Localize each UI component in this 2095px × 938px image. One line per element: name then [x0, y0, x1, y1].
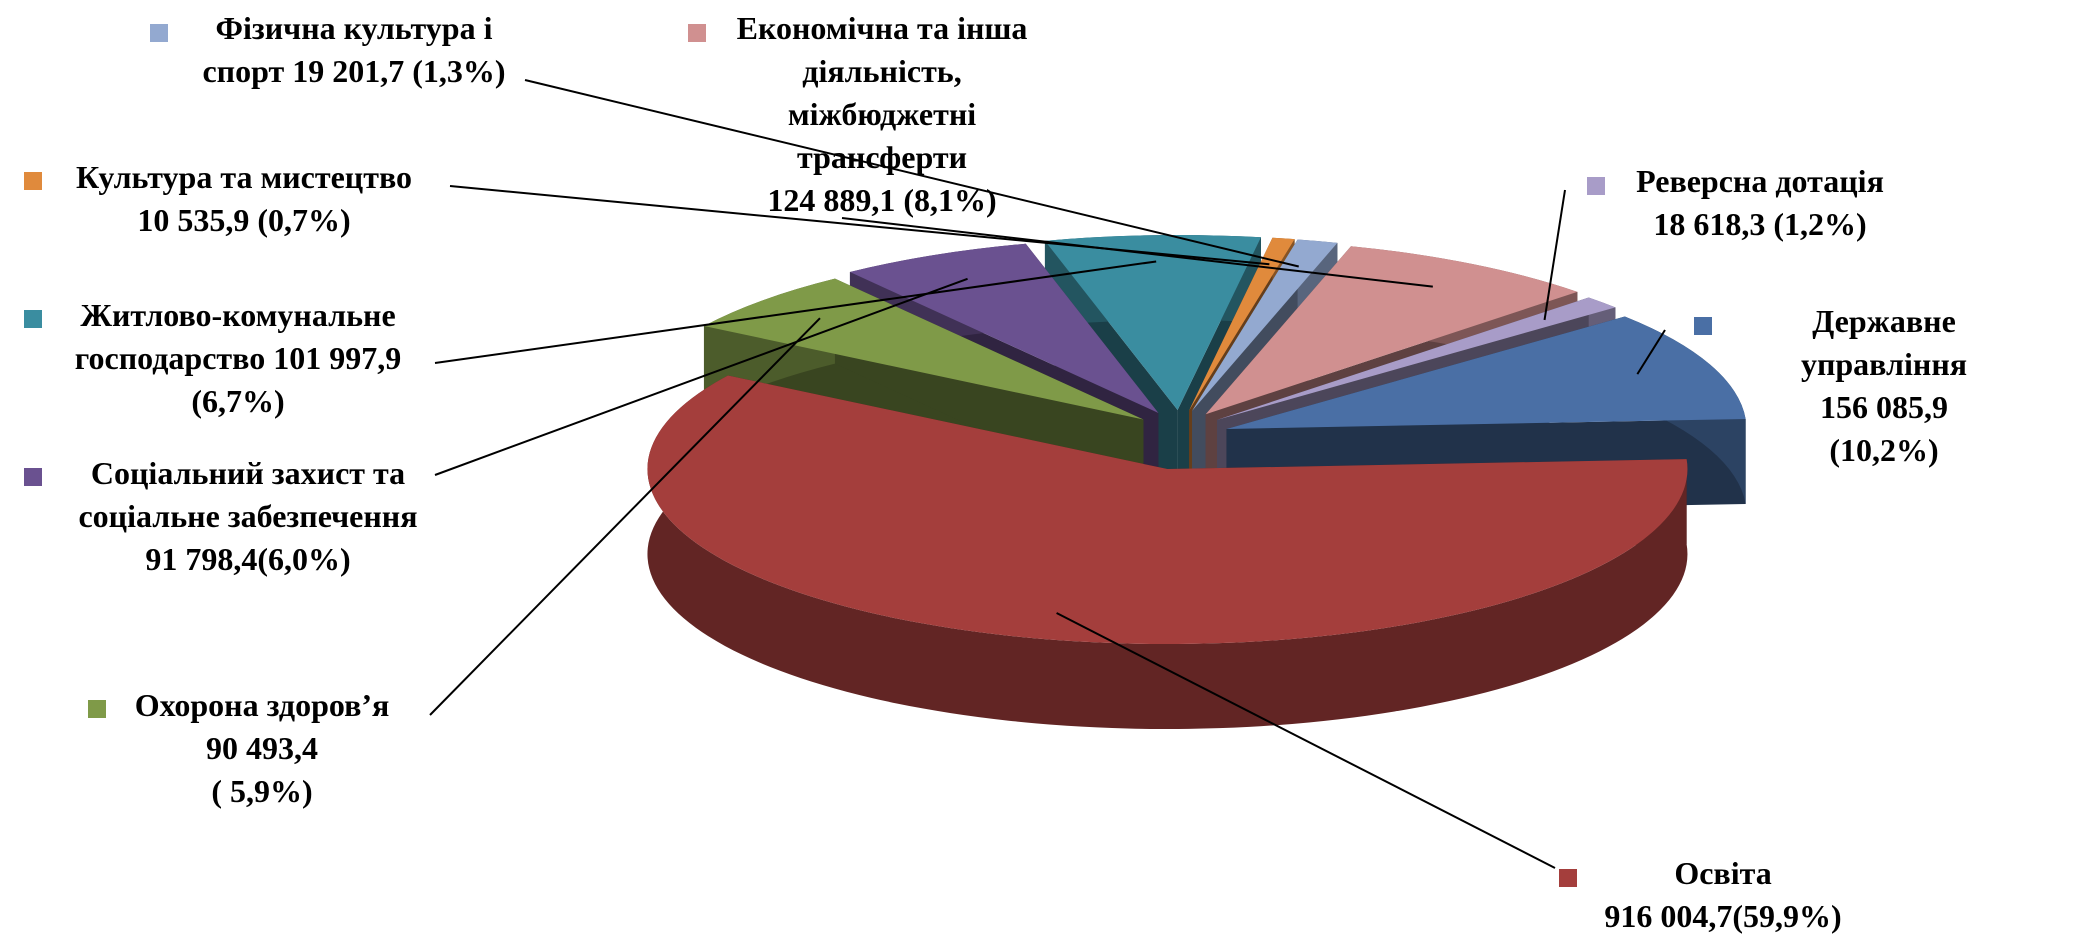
category-name: Житлово-комунальне господарство — [74, 297, 396, 376]
legend-marker — [88, 700, 106, 718]
leader-line — [841, 217, 1433, 288]
category-name: Економічна та інша діяльність, міжбюджет… — [736, 10, 1028, 175]
data-label: Економічна та інша діяльність, міжбюджет… — [737, 7, 1028, 222]
leader-line — [524, 79, 1299, 268]
leader-line — [1636, 329, 1666, 375]
slice — [1217, 297, 1616, 420]
leader-line — [434, 260, 1157, 364]
slice — [647, 375, 1688, 645]
leader-line — [1543, 189, 1566, 321]
data-label: Фізична культура і спорт 19 201,7 (1,3%) — [202, 7, 505, 93]
category-name: Охорона здоров’я — [134, 687, 390, 723]
value-label: 90 493,4 ( 5,9%) — [206, 730, 318, 809]
legend-marker — [688, 24, 706, 42]
data-label: Культура та мистецтво 10 535,9 (0,7%) — [76, 156, 412, 242]
category-name: Соціальний захист та соціальне забезпече… — [78, 455, 418, 534]
leader-line — [1056, 612, 1556, 869]
category-name: Фізична культура і спорт — [202, 10, 493, 89]
data-label: Освіта 916 004,7(59,9%) — [1604, 852, 1841, 938]
slice — [1205, 246, 1578, 415]
data-label: Житлово-комунальне господарство 101 997,… — [75, 294, 401, 423]
slice — [703, 278, 1144, 420]
slice — [1226, 316, 1746, 429]
category-name: Культура та мистецтво — [75, 159, 413, 195]
slice — [849, 243, 1159, 413]
legend-marker — [1587, 177, 1605, 195]
value-label: 124 889,1 (8,1%) — [767, 182, 997, 218]
data-label: Охорона здоров’я 90 493,4 ( 5,9%) — [135, 684, 390, 813]
data-label: Реверсна дотація 18 618,3 (1,2%) — [1636, 160, 1884, 246]
slice — [1192, 239, 1338, 411]
data-label: Державне управління 156 085,9 (10,2%) — [1779, 300, 1990, 472]
slice — [1044, 235, 1261, 411]
category-name: Державне управління — [1800, 303, 1968, 382]
data-label: Соціальний захист та соціальне забезпече… — [78, 452, 417, 581]
leader-line — [429, 317, 821, 716]
value-label: 91 798,4(6,0%) — [145, 541, 351, 577]
legend-marker — [24, 310, 42, 328]
value-label: 18 618,3 (1,2%) — [1653, 206, 1867, 242]
slice — [1189, 237, 1295, 411]
category-name: Реверсна дотація — [1636, 163, 1884, 199]
legend-marker — [24, 468, 42, 486]
leader-line — [434, 277, 968, 476]
legend-marker — [24, 172, 42, 190]
legend-marker — [1694, 317, 1712, 335]
legend-marker — [1559, 869, 1577, 887]
legend-marker — [150, 24, 168, 42]
value-label: 10 535,9 (0,7%) — [137, 202, 351, 238]
value-label: 19 201,7 (1,3%) — [292, 53, 506, 89]
value-label: 101 997,9 (6,7%) — [191, 340, 402, 419]
slice-wall — [647, 375, 1688, 730]
value-label: 156 085,9 (10,2%) — [1820, 389, 1948, 468]
value-label: 916 004,7(59,9%) — [1604, 898, 1842, 934]
category-name: Освіта — [1674, 855, 1772, 891]
